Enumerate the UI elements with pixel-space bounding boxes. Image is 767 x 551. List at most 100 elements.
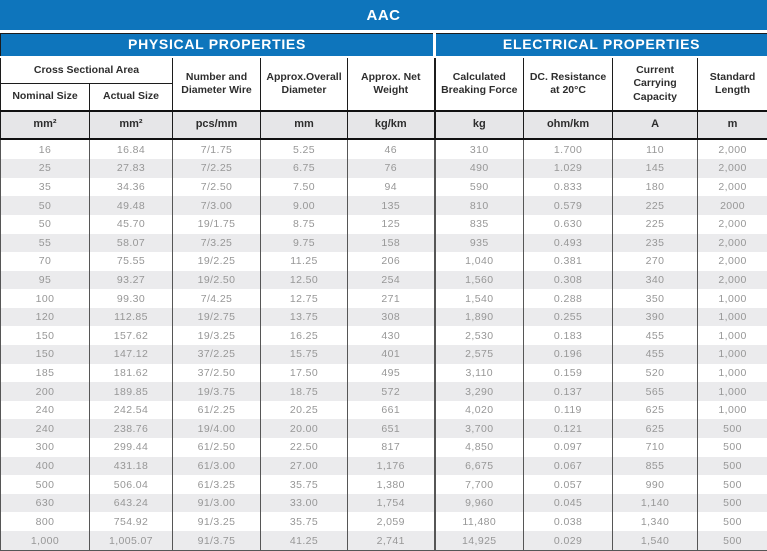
table-cell: 4,020 [433, 400, 525, 420]
table-cell: 0.255 [523, 307, 614, 327]
unit-nominal-size: mm² [0, 110, 90, 140]
table-cell: 1,000 [697, 382, 767, 401]
table-cell: 206 [346, 252, 436, 271]
table-cell: 1.029 [523, 159, 614, 178]
table-cell: 99.30 [89, 289, 173, 308]
table-cell: 817 [346, 438, 436, 457]
table-cell: 19/2.25 [172, 252, 261, 271]
table-cell: 7/4.25 [172, 289, 261, 308]
table-cell: 181.62 [89, 363, 173, 383]
table-row: 35 34.36 7/2.50 7.50 94 590 0.833 180 2,000 [0, 177, 767, 197]
table-cell: 1,176 [346, 456, 436, 476]
divider [0, 30, 767, 33]
table-cell: 112.85 [89, 307, 173, 327]
table-cell: 235 [612, 233, 699, 253]
table-cell: 94 [346, 177, 436, 197]
table-cell: 500 [697, 475, 767, 494]
table-cell: 1,560 [433, 270, 525, 290]
table-cell: 35 [0, 177, 90, 197]
table-cell: 271 [346, 289, 436, 308]
table-cell: 3,290 [433, 382, 525, 401]
table-cell: 2,000 [697, 139, 767, 160]
col-standard-length: Standard Length [697, 56, 767, 112]
table-cell: 0.121 [523, 419, 614, 439]
col-current-carrying-capacity: Current Carrying Capacity [612, 56, 699, 112]
table-cell: 240 [0, 400, 90, 420]
table-cell: 185 [0, 363, 90, 383]
table-row: 25 27.83 7/2.25 6.75 76 490 1.029 145 2,000 [0, 159, 767, 178]
table-cell: 506.04 [89, 475, 173, 494]
table-cell: 120 [0, 307, 90, 327]
table-cell: 35.75 [260, 475, 348, 494]
table-cell: 37/2.25 [172, 345, 261, 364]
table-cell: 100 [0, 289, 90, 308]
table-row: 150 157.62 19/3.25 16.25 430 2,530 0.183 455 1,0… [0, 326, 767, 346]
table-cell: 7/3.25 [172, 233, 261, 253]
table-cell: 14,925 [433, 531, 525, 551]
table-cell: 3,110 [433, 363, 525, 383]
col-nominal-size: Nominal Size [0, 83, 90, 112]
table-cell: 50 [0, 196, 90, 215]
table-cell: 93.27 [89, 270, 173, 290]
table-cell: 800 [0, 512, 90, 532]
table-cell: 15.75 [260, 345, 348, 364]
table-cell: 1,380 [346, 475, 436, 494]
unit-breaking-force: kg [433, 110, 525, 140]
table-cell: 5.25 [260, 139, 348, 160]
table-cell: 500 [697, 531, 767, 551]
table-cell: 630 [0, 493, 90, 513]
table-cell: 2,000 [697, 252, 767, 271]
table-cell: 19/1.75 [172, 214, 261, 234]
table-cell: 6,675 [433, 456, 525, 476]
col-dc-resistance: DC. Resistance at 20°C [523, 56, 614, 112]
table-cell: 2,575 [433, 345, 525, 364]
column-header-row-2: Nominal Size Actual Size [0, 83, 767, 112]
table-cell: 91/3.75 [172, 531, 261, 551]
table-cell: 500 [697, 512, 767, 532]
table-cell: 34.36 [89, 177, 173, 197]
table-cell: 2,059 [346, 512, 436, 532]
table-cell: 41.25 [260, 531, 348, 551]
table-cell: 455 [612, 345, 699, 364]
table-cell: 20.00 [260, 419, 348, 439]
table-header: PHYSICAL PROPERTIES ELECTRICAL PROPERTIE… [0, 33, 767, 140]
table-row: 150 147.12 37/2.25 15.75 401 2,575 0.196 455 1,0… [0, 345, 767, 364]
table-cell: 0.308 [523, 270, 614, 290]
table-cell: 990 [612, 475, 699, 494]
table-cell: 150 [0, 326, 90, 346]
section-header-row: PHYSICAL PROPERTIES ELECTRICAL PROPERTIE… [0, 33, 767, 58]
table-cell: 7.50 [260, 177, 348, 197]
table-cell: 1.700 [523, 139, 614, 160]
table-cell: 8.75 [260, 214, 348, 234]
table-cell: 0.833 [523, 177, 614, 197]
table-cell: 1,340 [612, 512, 699, 532]
table-cell: 0.029 [523, 531, 614, 551]
table-cell: 390 [612, 307, 699, 327]
table-cell: 2,530 [433, 326, 525, 346]
table-cell: 0.137 [523, 382, 614, 401]
table-cell: 20.25 [260, 400, 348, 420]
col-number-diameter-wire: Number and Diameter Wire [172, 56, 261, 112]
table-row: 500 506.04 61/3.25 35.75 1,380 7,700 0.057 990 5… [0, 475, 767, 494]
table-cell: 1,000 [0, 531, 90, 551]
table-cell: 9.00 [260, 196, 348, 215]
col-approx-overall-diameter: Approx.Overall Diameter [260, 56, 348, 112]
table-cell: 7,700 [433, 475, 525, 494]
table-cell: 310 [433, 139, 525, 160]
table-cell: 19/3.75 [172, 382, 261, 401]
table-cell: 2,741 [346, 531, 436, 551]
table-cell: 935 [433, 233, 525, 253]
table-cell: 500 [0, 475, 90, 494]
table-cell: 1,040 [433, 252, 525, 271]
table-cell: 855 [612, 456, 699, 476]
unit-net-weight: kg/km [346, 110, 436, 140]
properties-table: PHYSICAL PROPERTIES ELECTRICAL PROPERTIE… [0, 33, 767, 551]
table-cell: 2,000 [697, 159, 767, 178]
col-approx-net-weight: Approx. Net Weight [346, 56, 436, 112]
unit-number-diameter: pcs/mm [172, 110, 261, 140]
table-cell: 7/2.25 [172, 159, 261, 178]
table-cell: 189.85 [89, 382, 173, 401]
table-row: 50 45.70 19/1.75 8.75 125 835 0.630 225 2,000 [0, 214, 767, 234]
table-row: 200 189.85 19/3.75 18.75 572 3,290 0.137 565 1,0… [0, 382, 767, 401]
table-cell: 27.00 [260, 456, 348, 476]
